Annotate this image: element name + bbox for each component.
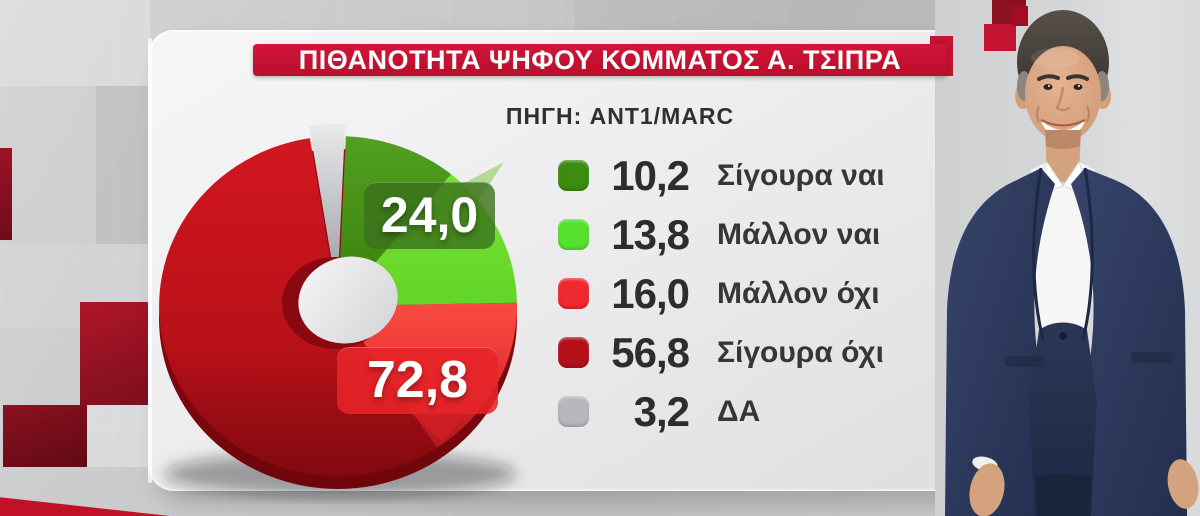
legend-value: 10,2: [611, 151, 690, 199]
legend-row-da: 3,2 ΔΑ: [558, 388, 885, 435]
person-jacket-button: [1059, 332, 1067, 340]
person-upper-lip: [1040, 119, 1086, 127]
pie-chart: [159, 124, 518, 496]
person-neck: [1045, 130, 1081, 182]
person-forehead-highlight: [1031, 48, 1079, 68]
legend-swatch-icon: [558, 278, 589, 309]
legend-swatch-icon: [558, 219, 589, 250]
person-jacket-right: [1071, 168, 1187, 516]
pie-hole: [298, 256, 398, 344]
person-eye-glint-right: [1078, 85, 1080, 87]
page-title: ΠΙΘΑΝΟΤΗΤΑ ΨΗΦΟΥ ΚΟΜΜΑΤΟΣ Α. ΤΣΙΠΡΑ: [298, 45, 902, 75]
title-banner: ΠΙΘΑΝΟΤΗΤΑ ΨΗΦΟΥ ΚΟΜΜΑΤΟΣ Α. ΤΣΙΠΡΑ: [253, 44, 947, 76]
person-trousers: [1035, 474, 1091, 516]
red-tile-left-edge: [0, 148, 12, 240]
person-hand-right: [1167, 459, 1199, 509]
legend-value: 13,8: [611, 210, 690, 258]
legend-label: Σίγουρα ναι: [717, 158, 885, 192]
callout-no-total: 72,8: [337, 347, 498, 414]
red-tile-photo-2: [984, 24, 1016, 51]
legend-row-mallon-ochi: 16,0 Μάλλον όχι: [558, 270, 885, 317]
legend-label: Μάλλον ναι: [717, 217, 881, 251]
legend-label: Μάλλον όχι: [717, 276, 880, 310]
person-eye-right: [1073, 84, 1083, 90]
person-smile-line-right: [1086, 105, 1090, 123]
bg-tile-light-1: [0, 0, 150, 86]
person-lapel-right: [1081, 167, 1094, 341]
source-line: ΠΗΓΗ: ANT1/MARC: [505, 103, 735, 129]
legend-swatch-icon: [558, 160, 589, 191]
legend-swatch-icon: [558, 337, 589, 368]
legend-row-sigoura-ochi: 56,8 Σίγουρα όχι: [558, 329, 885, 376]
person-pocket-left: [1005, 356, 1045, 367]
person-neck-shadow: [1045, 130, 1081, 149]
person-eyebrow-left: [1037, 74, 1060, 81]
legend: 10,2 Σίγουρα ναι 13,8 Μάλλον ναι 16,0 Μά…: [558, 152, 885, 435]
bg-tile-dark-2: [575, 0, 950, 32]
legend-row-sigoura-nai: 10,2 Σίγουρα ναι: [558, 152, 885, 199]
callout-yes-total: 24,0: [364, 182, 495, 249]
legend-value: 56,8: [611, 328, 690, 376]
person-photo: [945, 10, 1199, 516]
legend-value: 16,0: [611, 269, 690, 317]
person-jacket-left: [945, 168, 1055, 516]
legend-label: Σίγουρα όχι: [717, 335, 884, 369]
person-hand-left: [969, 463, 1005, 516]
legend-swatch-icon: [558, 396, 589, 427]
person-eyebrow-right: [1066, 74, 1089, 81]
person-pocket-right: [1131, 352, 1173, 363]
red-tile-a: [80, 302, 148, 405]
person-nose: [1055, 86, 1071, 112]
person-eye-glint-left: [1048, 85, 1050, 87]
red-tile-photo-4: [1012, 6, 1028, 26]
legend-label: ΔΑ: [717, 394, 761, 428]
person-smile-line-left: [1036, 105, 1040, 123]
person-lapel-left: [1032, 167, 1045, 341]
legend-row-mallon-nai: 13,8 Μάλλον ναι: [558, 211, 885, 258]
person-eye-left: [1043, 84, 1053, 90]
bg-tile-light-3: [87, 405, 150, 467]
red-tile-b: [3, 405, 87, 467]
person-jacket-front: [1029, 322, 1097, 516]
legend-value: 3,2: [633, 387, 690, 435]
bg-tile-dark-1: [96, 86, 150, 244]
